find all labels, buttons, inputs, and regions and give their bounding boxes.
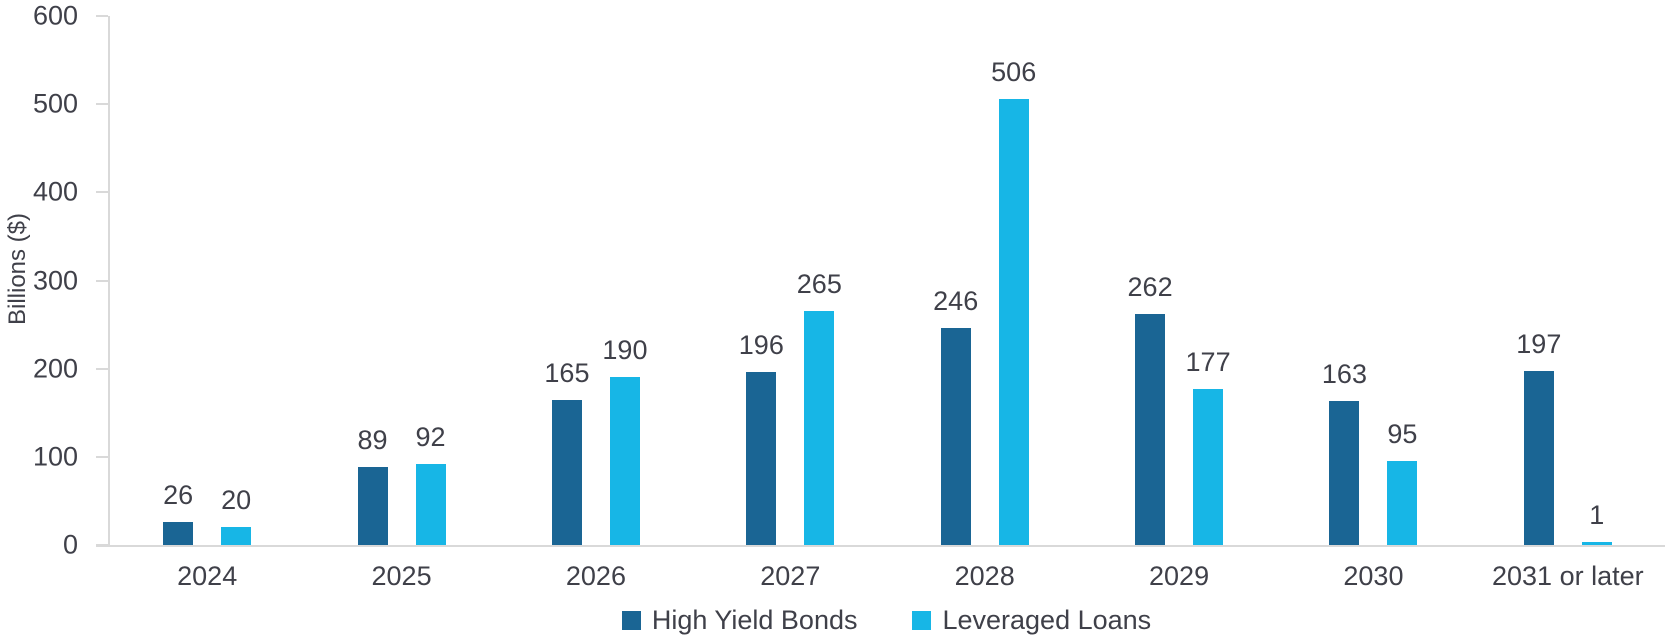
x-tick-label-2031-or-later: 2031 or later [1492,561,1644,591]
bar-high-yield-bonds-2030: 163 [1322,361,1367,545]
x-tick-label-2027: 2027 [760,561,821,591]
bar-high-yield-bonds-2027: 196 [739,332,784,545]
bar-value-label: 165 [544,357,590,388]
bar-value-label: 265 [796,269,842,300]
bar-leveraged-loans-2027: 265 [797,271,842,545]
bar-group-2025: 89 92 [304,16,498,545]
x-tick-label-2026: 2026 [565,561,626,591]
bar-high-yield-bonds-2029: 262 [1128,274,1173,545]
bar-fill [1387,461,1418,545]
bar-group-2028: 246 506 [888,16,1082,545]
bar-fill [163,522,194,545]
legend-swatch-high-yield-bonds [621,610,641,630]
bar-fill [746,372,777,545]
bar-value-label: 26 [163,480,194,511]
bar-group-2024: 26 20 [110,16,304,545]
bar-group-2027: 196 265 [693,16,887,545]
legend-swatch-leveraged-loans [912,610,932,630]
bar-value-label: 190 [602,335,648,366]
bar-value-label: 246 [933,286,979,317]
bar-value-label: 1 [1589,500,1605,530]
y-tick-label: 600 [32,0,78,31]
bar-high-yield-bonds-2026: 165 [544,359,589,545]
x-tick-label-2025: 2025 [371,561,432,591]
bar-fill [940,328,971,545]
y-tick-label: 200 [32,353,78,384]
bar-value-label: 20 [221,485,252,516]
plot-area: 26 20 89 92 165 190 196 265 246 506 262 177 163 95 197… [110,16,1665,545]
y-tick-label: 0 [62,529,78,560]
bar-fill [415,463,446,545]
bar-leveraged-loans-2030: 95 [1387,421,1418,545]
legend-item-leveraged-loans: Leveraged Loans [912,605,1151,635]
bar-group-2026: 165 190 [499,16,693,545]
bar-leveraged-loans-2029: 177 [1186,348,1231,545]
bar-fill [357,466,388,545]
y-tick-mark [96,367,108,370]
bar-value-label: 95 [1387,419,1418,450]
bar-value-label: 163 [1321,359,1367,390]
y-tick-label: 300 [32,265,78,295]
legend: High Yield Bonds Leveraged Loans [108,605,1665,635]
legend-item-high-yield-bonds: High Yield Bonds [621,605,858,635]
bar-fill [1581,542,1612,545]
bar-fill [1135,314,1166,545]
bar-leveraged-loans-2025: 92 [415,423,446,545]
bar-fill [551,399,582,545]
bar-fill [998,98,1029,545]
y-tick-mark [96,455,108,458]
bar-fill [221,527,252,545]
bar-fill [804,311,835,545]
bar-high-yield-bonds-2024: 26 [163,482,194,545]
bar-group-2031-or-later: 197 1 [1471,16,1665,545]
bar-value-label: 506 [991,56,1037,87]
bar-fill [1329,401,1360,545]
bar-high-yield-bonds-2025: 89 [357,426,388,545]
bar-leveraged-loans-2026: 190 [602,337,647,545]
bar-value-label: 177 [1185,346,1231,377]
y-tick-label: 500 [32,88,78,119]
bar-value-label: 92 [415,421,446,452]
y-tick-label: 400 [32,176,78,207]
bar-group-2030: 163 95 [1276,16,1470,545]
bar-fill [1193,388,1224,545]
x-tick-label-2030: 2030 [1343,561,1404,591]
bar-leveraged-loans-2031-or-later: 1 [1581,502,1612,545]
bar-value-label: 89 [357,424,388,455]
y-tick-mark [96,279,108,282]
bar-high-yield-bonds-2028: 246 [933,288,978,545]
x-tick-label-2029: 2029 [1149,561,1210,591]
y-axis-line [108,16,110,547]
bar-value-label: 262 [1127,272,1173,303]
bar-fill [1523,371,1554,545]
bar-leveraged-loans-2028: 506 [991,58,1036,545]
x-axis-labels: 2024 2025 2026 2027 2028 2029 2030 2031 or late… [110,561,1665,591]
bar-value-label: 197 [1516,329,1562,360]
x-tick-label-2028: 2028 [954,561,1015,591]
bar-fill [609,377,640,545]
legend-label-high-yield-bonds: High Yield Bonds [651,605,858,635]
x-axis-line [96,545,1665,547]
bar-group-2029: 262 177 [1082,16,1276,545]
y-tick-mark [96,191,108,194]
bar-value-label: 196 [738,330,784,361]
y-tick-mark [96,103,108,106]
legend-label-leveraged-loans: Leveraged Loans [942,605,1152,635]
bar-leveraged-loans-2024: 20 [221,487,252,545]
y-tick-mark [96,15,108,17]
bar-high-yield-bonds-2031-or-later: 197 [1516,331,1561,545]
y-tick-label: 100 [32,441,78,472]
x-tick-label-2024: 2024 [177,561,238,591]
